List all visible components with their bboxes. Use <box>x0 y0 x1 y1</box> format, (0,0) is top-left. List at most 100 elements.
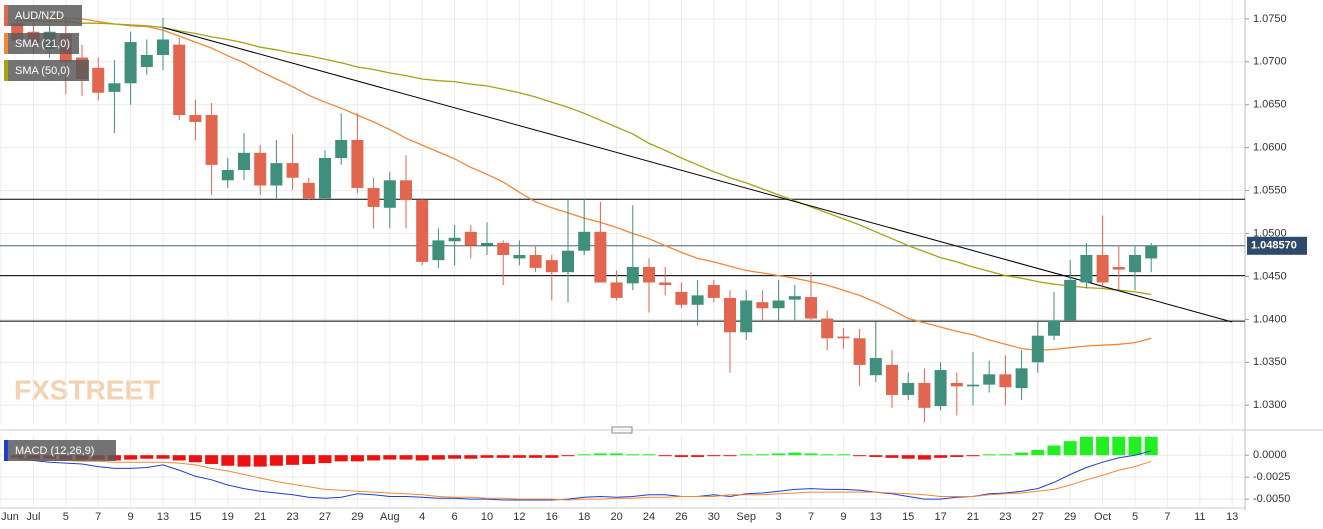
macd-histogram-bar <box>755 454 769 456</box>
candle-body <box>902 382 915 395</box>
x-tick-label: 13 <box>1226 511 1238 523</box>
macd-histogram-bar <box>367 455 381 461</box>
candle-body <box>886 364 898 395</box>
macd-histogram-bar <box>237 455 251 467</box>
x-tick-label: Oct <box>1094 511 1111 523</box>
candle-body <box>108 83 121 92</box>
candle-body <box>756 302 769 309</box>
x-tick-label: 20 <box>610 511 622 523</box>
y-tick-label: 0.0000 <box>1253 449 1287 461</box>
candle-body <box>1048 320 1060 336</box>
candle-body <box>594 231 607 283</box>
x-tick-label: 7 <box>1164 511 1170 523</box>
y-tick-label: 1.0750 <box>1253 13 1287 25</box>
y-tick-label: 1.0700 <box>1253 56 1287 68</box>
macd-histogram-bar <box>496 455 510 458</box>
x-tick-label: 13 <box>870 511 882 523</box>
x-tick-label: 11 <box>1194 511 1205 523</box>
candle-body <box>545 260 558 273</box>
trendline <box>162 26 1233 323</box>
y-tick-label: 1.0400 <box>1253 313 1287 325</box>
macd-histogram-bar <box>253 455 267 467</box>
x-tick-label: 17 <box>934 511 946 523</box>
candle-body <box>92 67 105 93</box>
x-tick-label: 3 <box>776 511 782 523</box>
x-tick-label: 19 <box>222 511 234 523</box>
macd-histogram-bar <box>188 455 202 463</box>
x-tick-label: 27 <box>1032 511 1044 523</box>
macd-histogram-bar <box>723 455 737 457</box>
legend-swatch <box>4 60 8 81</box>
x-tick-label: 13 <box>157 511 169 523</box>
macd-histogram-bar <box>334 455 348 462</box>
legend-box <box>4 5 82 26</box>
legend-label: MACD (12,26,9) <box>15 445 94 457</box>
macd-histogram-bar <box>124 455 138 460</box>
candle-body <box>173 44 186 116</box>
candle-body <box>335 139 348 158</box>
candle-body <box>967 384 979 387</box>
candle-body <box>1112 267 1125 270</box>
macd-histogram-bar <box>286 455 300 465</box>
legend-label: SMA (50,0) <box>15 65 70 77</box>
macd-histogram-bar <box>642 454 656 456</box>
macd-histogram-bar <box>739 454 753 456</box>
candle-body <box>578 231 591 251</box>
candle-body <box>432 240 445 261</box>
macd-histogram-bar <box>140 455 154 459</box>
macd-histogram-bar <box>1128 436 1142 456</box>
macd-histogram-bar <box>934 455 948 458</box>
candle-body <box>302 182 315 199</box>
candle-body <box>999 374 1012 388</box>
x-tick-label: 7 <box>808 511 814 523</box>
candle-body <box>464 231 477 246</box>
x-tick-label: 23 <box>286 511 298 523</box>
candle-body <box>481 242 493 246</box>
macd-histogram-bar <box>869 455 883 457</box>
candle-body <box>513 255 526 259</box>
candle-body <box>788 296 801 300</box>
candle-body <box>238 152 250 170</box>
macd-histogram-bar <box>464 455 478 459</box>
x-tick-label: 18 <box>578 511 590 523</box>
macd-histogram-bar <box>1079 436 1093 456</box>
macd-histogram-bar <box>448 455 462 459</box>
candle-body <box>837 336 850 339</box>
x-tick-label: Jul <box>26 511 40 523</box>
macd-histogram-bar <box>1112 436 1126 456</box>
candle-body <box>610 282 623 298</box>
legend-box <box>4 33 79 54</box>
x-tick-label: 21 <box>967 511 979 523</box>
x-tick-label: 9 <box>840 511 846 523</box>
macd-histogram-bar <box>707 455 721 457</box>
macd-histogram-bar <box>1063 441 1077 456</box>
x-tick-label: 24 <box>643 511 655 523</box>
legend-swatch <box>4 33 8 54</box>
macd-histogram-bar <box>691 455 705 457</box>
macd-histogram-bar <box>836 454 850 456</box>
macd-histogram-bar <box>1047 445 1061 456</box>
macd-histogram-bar <box>415 455 429 461</box>
macd-histogram-bar <box>1031 449 1045 456</box>
macd-histogram-bar <box>593 453 607 456</box>
macd-histogram-bar <box>804 453 818 456</box>
macd-histogram-bar <box>172 455 186 461</box>
x-tick-label: Jun <box>1 511 19 523</box>
candle-body <box>416 200 429 262</box>
candle-body <box>772 300 785 309</box>
candle-body <box>1080 255 1093 283</box>
macd-histogram-bar <box>269 455 283 466</box>
candle-body <box>1015 368 1028 389</box>
x-tick-label: 21 <box>254 511 266 523</box>
x-tick-label: 29 <box>351 511 363 523</box>
x-tick-label: Aug <box>380 511 400 523</box>
candle-body <box>1145 245 1158 259</box>
macd-histogram-bar <box>820 454 834 456</box>
candle-body <box>562 250 574 273</box>
legend-label: SMA (21,0) <box>15 38 70 50</box>
macd-histogram-bar <box>318 455 332 464</box>
macd-line <box>17 450 1152 501</box>
x-tick-label: 12 <box>513 511 525 523</box>
macd-histogram-bar <box>853 455 867 457</box>
candle-body <box>707 285 720 298</box>
